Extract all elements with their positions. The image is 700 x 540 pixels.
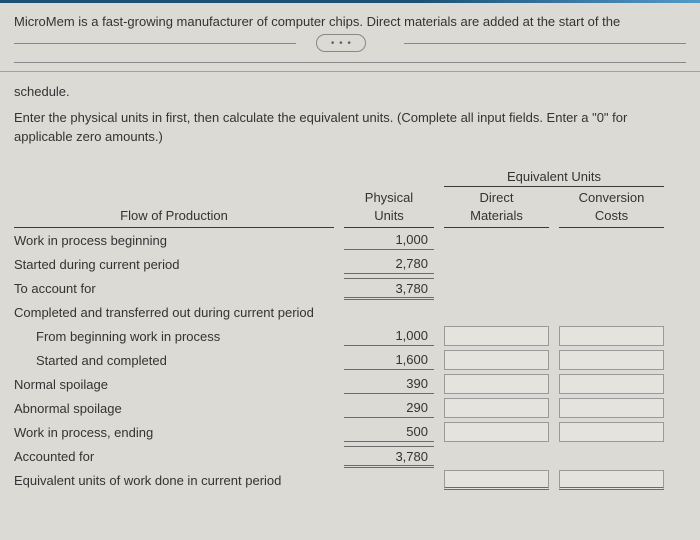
row-started-comp-phys: 1,600	[344, 350, 434, 370]
table-row: From beginning work in process 1,000	[14, 324, 684, 348]
direct-header-1: Direct	[444, 190, 549, 208]
divider-left-line	[14, 43, 296, 44]
row-started-phys: 2,780	[344, 254, 434, 274]
body-area: schedule. Enter the physical units in fi…	[0, 72, 700, 498]
table-row: Started during current period 2,780	[14, 252, 684, 276]
intro-text: MicroMem is a fast-growing manufacturer …	[14, 13, 686, 31]
equiv-work-direct-input[interactable]	[444, 470, 549, 490]
table-row: Equivalent units of work done in current…	[14, 468, 684, 492]
table-row: Completed and transferred out during cur…	[14, 300, 684, 324]
expand-ellipsis-button[interactable]: • • •	[316, 34, 366, 52]
row-accounted-phys: 3,780	[344, 446, 434, 466]
header-area: MicroMem is a fast-growing manufacturer …	[0, 3, 700, 72]
row-wip-end-label: Work in process, ending	[14, 425, 334, 440]
conversion-header-1: Conversion	[559, 190, 664, 208]
table-header-row2: Physical Direct Conversion	[14, 190, 684, 208]
table-row: Work in process, ending 500	[14, 420, 684, 444]
row-from-begin-phys: 1,000	[344, 326, 434, 346]
wip-end-conv-input[interactable]	[559, 422, 664, 442]
row-to-account-phys: 3,780	[344, 278, 434, 298]
from-begin-conv-input[interactable]	[559, 326, 664, 346]
row-abnormal-sp-phys: 290	[344, 398, 434, 418]
wip-end-direct-input[interactable]	[444, 422, 549, 442]
table-row: Abnormal spoilage 290	[14, 396, 684, 420]
flow-header: Flow of Production	[14, 208, 334, 228]
row-started-label: Started during current period	[14, 257, 334, 272]
row-started-comp-label: Started and completed	[14, 353, 334, 368]
row-accounted-label: Accounted for	[14, 449, 334, 464]
started-comp-direct-input[interactable]	[444, 350, 549, 370]
abnormal-sp-direct-input[interactable]	[444, 398, 549, 418]
divider-right-line	[404, 43, 686, 44]
table-row: Accounted for 3,780	[14, 444, 684, 468]
row-completed-header-label: Completed and transferred out during cur…	[14, 305, 334, 320]
table-row: To account for 3,780	[14, 276, 684, 300]
equivalent-units-header: Equivalent Units	[444, 169, 664, 187]
collapsed-divider: • • •	[14, 43, 686, 63]
row-normal-sp-label: Normal spoilage	[14, 377, 334, 392]
row-normal-sp-phys: 390	[344, 374, 434, 394]
row-equiv-work-label: Equivalent units of work done in current…	[14, 473, 334, 488]
started-comp-conv-input[interactable]	[559, 350, 664, 370]
row-wip-beginning-phys: 1,000	[344, 230, 434, 250]
table-row: Normal spoilage 390	[14, 372, 684, 396]
schedule-label: schedule.	[14, 84, 686, 99]
physical-header-1: Physical	[344, 190, 434, 208]
from-begin-direct-input[interactable]	[444, 326, 549, 346]
normal-sp-conv-input[interactable]	[559, 374, 664, 394]
abnormal-sp-conv-input[interactable]	[559, 398, 664, 418]
row-to-account-label: To account for	[14, 281, 334, 296]
row-wip-beginning-label: Work in process beginning	[14, 233, 334, 248]
equiv-work-conv-input[interactable]	[559, 470, 664, 490]
table-row: Started and completed 1,600	[14, 348, 684, 372]
physical-header-2: Units	[344, 208, 434, 228]
table-row: Work in process beginning 1,000	[14, 228, 684, 252]
table-header-row1: Equivalent Units	[14, 169, 684, 190]
table-header-row3: Flow of Production Units Materials Costs	[14, 208, 684, 228]
conversion-header-2: Costs	[559, 208, 664, 228]
row-abnormal-sp-label: Abnormal spoilage	[14, 401, 334, 416]
row-from-begin-label: From beginning work in process	[14, 329, 334, 344]
production-table: Equivalent Units Physical Direct Convers…	[14, 169, 684, 493]
normal-sp-direct-input[interactable]	[444, 374, 549, 394]
direct-header-2: Materials	[444, 208, 549, 228]
row-wip-end-phys: 500	[344, 422, 434, 442]
instruction-text: Enter the physical units in first, then …	[14, 109, 686, 147]
